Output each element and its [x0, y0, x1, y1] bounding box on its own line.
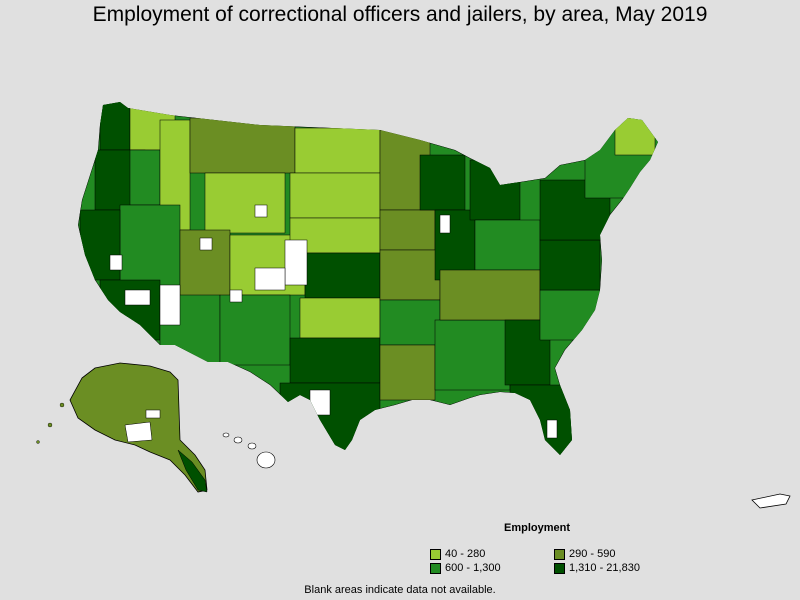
legend-swatch: [554, 548, 565, 560]
region-nd: [294, 127, 381, 174]
no-data-area: [284, 239, 308, 286]
no-data-area: [124, 289, 151, 306]
region-fl: [509, 384, 576, 455]
region-carolinas: [539, 289, 601, 341]
legend-swatch: [430, 562, 441, 574]
puerto-rico: [751, 493, 791, 509]
alaska: [36, 362, 208, 493]
legend-swatch: [554, 562, 565, 574]
puerto-rico-landmass: [751, 493, 791, 509]
legend-item: 600 - 1,300: [430, 562, 501, 574]
region-wy: [204, 172, 286, 234]
map-legend: Employment 40 - 280 290 - 590 600 - 1,30…: [428, 520, 688, 580]
region-nm: [219, 294, 291, 366]
legend-swatch: [430, 548, 441, 560]
legend-heading: Employment: [504, 522, 571, 534]
no-data-area: [145, 409, 161, 419]
hawaii-island: [222, 432, 230, 438]
aleutian-island: [36, 440, 40, 444]
hawaii: [222, 432, 276, 469]
no-data-area: [109, 254, 123, 271]
legend-label: 290 - 590: [569, 548, 616, 560]
hawaii-island: [247, 442, 257, 450]
legend-item: 40 - 280: [430, 548, 485, 560]
alaska-panhandle: [177, 449, 208, 493]
region-mi: [469, 159, 521, 221]
region-ca-south: [99, 279, 161, 341]
no-data-area: [199, 237, 213, 251]
no-data-area: [254, 267, 286, 291]
footnote: Blank areas indicate data not available.: [304, 584, 496, 596]
region-mo: [379, 249, 441, 301]
region-or-east: [129, 149, 161, 206]
legend-label: 1,310 - 21,830: [569, 562, 640, 574]
region-va-wv: [539, 239, 601, 291]
no-data-area: [159, 284, 181, 326]
region-tx-north: [289, 337, 381, 384]
legend-item: 1,310 - 21,830: [554, 562, 640, 574]
region-ar: [379, 299, 441, 346]
region-ms-al: [434, 319, 511, 391]
hawaii-island: [233, 436, 243, 444]
no-data-area: [124, 421, 153, 443]
region-sd: [289, 172, 381, 219]
region-me: [614, 114, 656, 156]
region-wa-west: [99, 102, 131, 151]
no-data-area: [229, 289, 243, 303]
no-data-area: [309, 389, 331, 416]
aleutian-island: [47, 422, 53, 428]
legend-label: 40 - 280: [445, 548, 486, 560]
region-in-oh: [474, 219, 541, 271]
map-title: Employment of correctional officers and …: [92, 3, 708, 26]
no-data-area: [254, 204, 268, 218]
region-ks: [304, 252, 381, 299]
hawaii-island: [256, 451, 276, 469]
legend-label: 600 - 1,300: [445, 562, 501, 574]
aleutian-island: [59, 402, 65, 408]
region-mt: [189, 117, 296, 174]
region-ia: [379, 209, 436, 251]
region-wi: [419, 154, 466, 211]
region-ky-tn: [439, 269, 541, 321]
legend-item: 290 - 590: [554, 548, 615, 560]
no-data-area: [546, 419, 558, 439]
region-la: [379, 344, 436, 401]
region-ok: [299, 297, 381, 339]
no-data-area: [439, 214, 451, 234]
